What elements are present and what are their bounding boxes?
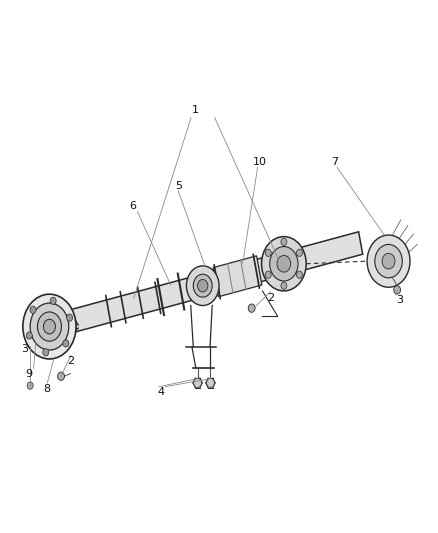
Circle shape	[198, 279, 208, 292]
Circle shape	[30, 303, 69, 350]
Circle shape	[30, 306, 36, 313]
Text: 6: 6	[130, 201, 137, 212]
Text: 1: 1	[192, 105, 199, 115]
Circle shape	[297, 271, 303, 278]
Text: 3: 3	[396, 295, 403, 305]
Circle shape	[270, 247, 298, 281]
Circle shape	[248, 304, 255, 312]
Circle shape	[37, 312, 61, 341]
Circle shape	[63, 340, 69, 347]
Circle shape	[281, 238, 287, 246]
Circle shape	[265, 249, 271, 256]
Circle shape	[58, 372, 64, 381]
Circle shape	[50, 297, 56, 304]
Circle shape	[281, 282, 287, 289]
Text: 2: 2	[67, 356, 74, 366]
Text: 5: 5	[175, 181, 182, 190]
Polygon shape	[69, 232, 363, 333]
Circle shape	[26, 332, 32, 339]
Circle shape	[43, 319, 56, 334]
Circle shape	[187, 266, 219, 305]
Circle shape	[375, 245, 402, 278]
Circle shape	[367, 235, 410, 287]
Circle shape	[27, 382, 33, 389]
Circle shape	[193, 274, 212, 297]
Text: 4: 4	[158, 387, 165, 397]
Text: 10: 10	[253, 157, 267, 167]
Text: 9: 9	[26, 369, 33, 378]
Circle shape	[43, 349, 49, 356]
Circle shape	[265, 271, 271, 278]
Text: 8: 8	[44, 384, 51, 394]
Circle shape	[382, 253, 395, 269]
Circle shape	[261, 237, 306, 291]
Circle shape	[67, 314, 73, 321]
Text: 3: 3	[21, 344, 28, 354]
Circle shape	[194, 378, 201, 387]
Circle shape	[207, 378, 214, 387]
Circle shape	[394, 286, 401, 294]
Circle shape	[297, 249, 303, 256]
Text: 7: 7	[331, 157, 339, 167]
Circle shape	[23, 294, 76, 359]
Polygon shape	[213, 256, 262, 297]
Text: 2: 2	[267, 293, 274, 303]
Circle shape	[277, 255, 291, 272]
